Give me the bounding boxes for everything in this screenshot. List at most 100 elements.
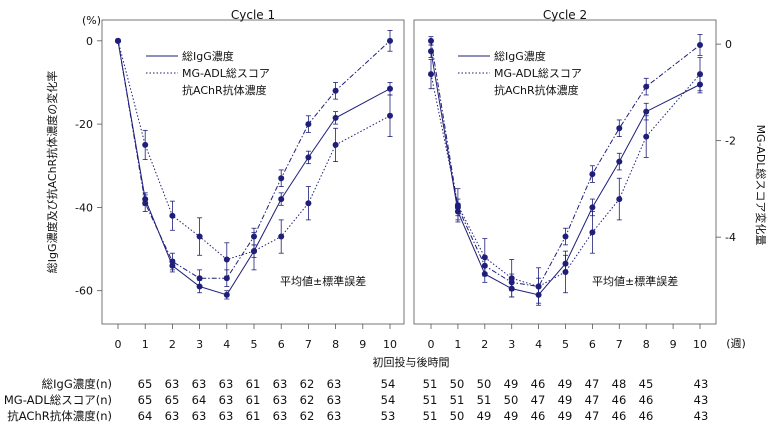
n-value: 63 bbox=[219, 409, 234, 423]
x-tick-label: 10 bbox=[383, 338, 397, 351]
n-value: 47 bbox=[585, 409, 600, 423]
n-value: 63 bbox=[165, 409, 180, 423]
legend-label: 抗AChR抗体濃度 bbox=[182, 83, 267, 97]
plot-frame bbox=[413, 19, 717, 325]
data-point bbox=[169, 258, 176, 265]
series-3 bbox=[115, 30, 393, 287]
data-point bbox=[387, 112, 393, 119]
n-value: 53 bbox=[381, 409, 396, 423]
n-value: 47 bbox=[585, 393, 600, 407]
y-right-tick-label: 0 bbox=[725, 38, 732, 51]
n-value: 62 bbox=[300, 377, 315, 391]
n-value: 51 bbox=[423, 393, 438, 407]
x-tick-label: 4 bbox=[535, 338, 542, 351]
data-point bbox=[305, 200, 312, 207]
x-tick-label: 5 bbox=[562, 338, 569, 351]
n-value: 46 bbox=[639, 393, 654, 407]
plot-frame bbox=[101, 19, 405, 325]
x-tick-label: 6 bbox=[278, 338, 285, 351]
n-value: 50 bbox=[450, 377, 465, 391]
n-value: 65 bbox=[138, 393, 153, 407]
data-point bbox=[196, 275, 203, 282]
n-value: 47 bbox=[531, 393, 546, 407]
n-value: 45 bbox=[639, 377, 654, 391]
x-tick-label: 0 bbox=[428, 338, 435, 351]
x-tick-label: 3 bbox=[508, 338, 515, 351]
x-tick-label: 8 bbox=[332, 338, 339, 351]
x-tick-label: 7 bbox=[305, 338, 312, 351]
y-tick-label: 0 bbox=[86, 35, 93, 48]
x-axis-unit: (週) bbox=[726, 337, 746, 350]
panel-title: Cycle 2 bbox=[543, 8, 587, 22]
n-value: 43 bbox=[694, 377, 709, 391]
n-table-row: MG-ADL総スコア(n) 65 65 64 63 61 63 62 63 54 51 51 51 50 4… bbox=[4, 393, 708, 407]
data-point bbox=[196, 233, 203, 240]
n-value: 63 bbox=[327, 409, 342, 423]
data-point bbox=[305, 154, 312, 161]
series-line bbox=[430, 40, 701, 288]
data-point bbox=[643, 133, 650, 140]
x-tick-label: 6 bbox=[589, 338, 596, 351]
n-row-label: 総IgG濃度(n) bbox=[42, 377, 112, 391]
x-tick-label: 7 bbox=[616, 338, 623, 351]
data-point bbox=[251, 233, 257, 240]
n-row-label: 抗AChR抗体濃度(n) bbox=[7, 409, 112, 423]
data-point bbox=[387, 85, 393, 92]
data-point bbox=[616, 125, 623, 132]
n-value: 50 bbox=[504, 393, 519, 407]
y-axis-unit: (%) bbox=[82, 14, 101, 27]
data-point bbox=[589, 229, 596, 236]
panel-2: Cycle 2 0 1 2 3 4 5 6 7 8 9 10 0 -2 -4 総IgG濃度 MG-ADL総スコア… bbox=[413, 8, 736, 351]
n-value: 61 bbox=[246, 377, 261, 391]
x-tick-label: 9 bbox=[670, 338, 677, 351]
series-2 bbox=[115, 37, 393, 277]
n-value: 46 bbox=[612, 409, 627, 423]
data-point bbox=[616, 158, 623, 165]
y-tick-label: -40 bbox=[75, 201, 93, 214]
n-value: 61 bbox=[246, 409, 261, 423]
n-value: 51 bbox=[423, 377, 438, 391]
data-point bbox=[251, 248, 257, 255]
n-value: 46 bbox=[612, 393, 627, 407]
n-value: 46 bbox=[531, 409, 546, 423]
n-value: 50 bbox=[477, 377, 492, 391]
data-point bbox=[643, 108, 650, 115]
data-point bbox=[589, 204, 596, 211]
data-point bbox=[142, 141, 149, 148]
legend-label: MG-ADL総スコア bbox=[182, 66, 270, 80]
data-point bbox=[278, 175, 285, 182]
n-value: 46 bbox=[639, 409, 654, 423]
x-tick-label: 9 bbox=[359, 338, 366, 351]
y-axis-right-label: MG-ADL総スコア変化量 bbox=[754, 125, 768, 246]
data-point bbox=[562, 233, 569, 240]
data-point bbox=[278, 233, 285, 240]
series-line bbox=[430, 73, 701, 288]
x-tick-label: 2 bbox=[169, 338, 176, 351]
n-value: 63 bbox=[192, 409, 207, 423]
y-right-tick-label: -4 bbox=[725, 231, 736, 244]
n-value: 49 bbox=[558, 393, 573, 407]
n-row-label: MG-ADL総スコア(n) bbox=[4, 393, 112, 407]
n-value: 63 bbox=[273, 393, 288, 407]
n-value: 48 bbox=[612, 377, 627, 391]
n-table-row: 抗AChR抗体濃度(n) 64 63 63 63 61 63 62 63 53 51 50 49 49 46… bbox=[7, 409, 708, 423]
series-line bbox=[117, 40, 391, 279]
data-point bbox=[535, 283, 542, 290]
legend-label: 総IgG濃度 bbox=[494, 49, 546, 63]
series-3 bbox=[428, 34, 703, 296]
n-value: 65 bbox=[165, 393, 180, 407]
n-value: 62 bbox=[300, 409, 315, 423]
data-point bbox=[616, 196, 623, 203]
x-tick-label: 4 bbox=[223, 338, 230, 351]
data-point bbox=[428, 37, 434, 44]
data-point bbox=[142, 200, 149, 207]
legend-label: MG-ADL総スコア bbox=[494, 66, 582, 80]
legend-label: 抗AChR抗体濃度 bbox=[494, 83, 579, 97]
n-value: 46 bbox=[531, 377, 546, 391]
n-value: 43 bbox=[694, 393, 709, 407]
x-tick-label: 3 bbox=[196, 338, 203, 351]
n-value: 63 bbox=[219, 377, 234, 391]
